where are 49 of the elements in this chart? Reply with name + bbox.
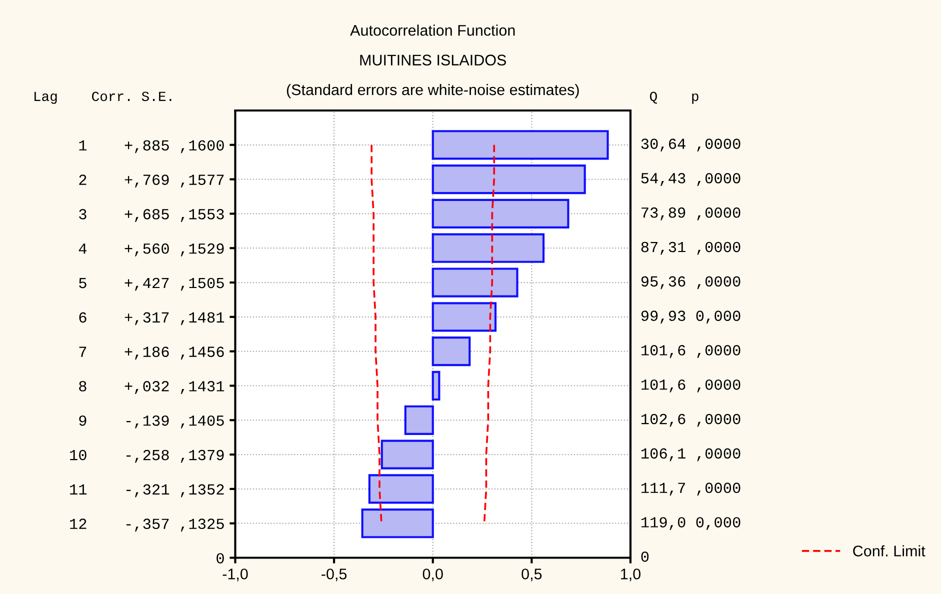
- bar: [432, 302, 497, 332]
- bar: [432, 336, 471, 366]
- y-tick-label: 6 +,317 ,1481: [79, 312, 224, 326]
- y-tick-label: 9 -,139 ,1405: [79, 415, 224, 428]
- text: 95,36 ,0000: [641, 276, 740, 290]
- bar: [404, 405, 434, 435]
- text: 101,6 ,0000: [641, 379, 740, 392]
- y-tick-label: 2 +,769 ,1577: [79, 174, 224, 188]
- bar: [432, 164, 586, 194]
- y-tick-label: 10 -,258 ,1379: [70, 450, 224, 463]
- text: 111,7 ,0000: [641, 482, 740, 496]
- y-tick-label: 4 +,560 ,1529: [78, 243, 224, 256]
- text: 0: [641, 551, 649, 562]
- bar: [368, 474, 434, 504]
- text: 102,6 ,0000: [641, 414, 740, 427]
- bar: [432, 268, 518, 298]
- y-tick-label: 1 +,885 ,1600: [79, 140, 224, 154]
- text: 87,31 ,0000: [641, 242, 740, 255]
- legend-label: Conf. Limit: [853, 545, 926, 556]
- text: 101,6 ,0000: [641, 345, 740, 358]
- y-tick-label: 0: [216, 553, 224, 564]
- x-tick-label: 0,0: [422, 568, 443, 582]
- bar: [361, 508, 434, 538]
- chart-title: Autocorrelation Function: [350, 24, 515, 36]
- y-tick-label: 8 +,032 ,1431: [79, 381, 224, 394]
- text: 73,89 ,0000: [642, 207, 740, 220]
- bar: [380, 440, 434, 470]
- bar: [432, 198, 570, 229]
- x-tick-label: -0,5: [322, 568, 347, 582]
- bar: [432, 130, 609, 160]
- x-tick-label: 1,0: [621, 568, 640, 582]
- x-tick-label: -1,0: [222, 568, 248, 582]
- y-tick-label: 5 +,427 ,1505: [79, 278, 224, 291]
- text: 30,64 ,0000: [641, 138, 740, 152]
- bar: [432, 233, 545, 263]
- bar: [432, 370, 440, 401]
- text: 106,1 ,0000: [641, 448, 740, 462]
- chart-subtitle: MUITINES ISLAIDOS: [360, 54, 506, 66]
- y-tick-label: 3 +,685 ,1553: [79, 209, 224, 222]
- x-tick-label: 0,5: [522, 568, 542, 582]
- y-tick-label: 12 -,357 ,1325: [70, 518, 224, 532]
- y-tick-label: 11 -,321 ,1352: [70, 484, 224, 498]
- text: 119,0 0,000: [641, 517, 740, 530]
- text: 54,43 ,0000: [641, 173, 740, 186]
- text: Q p: [650, 92, 698, 104]
- text: 99,93 0,000: [641, 310, 740, 324]
- text: (Standard errors are white-noise estimates): [286, 84, 579, 98]
- text: Lag Corr. S.E.: [34, 92, 172, 104]
- y-tick-label: 7 +,186 ,1456: [79, 346, 224, 360]
